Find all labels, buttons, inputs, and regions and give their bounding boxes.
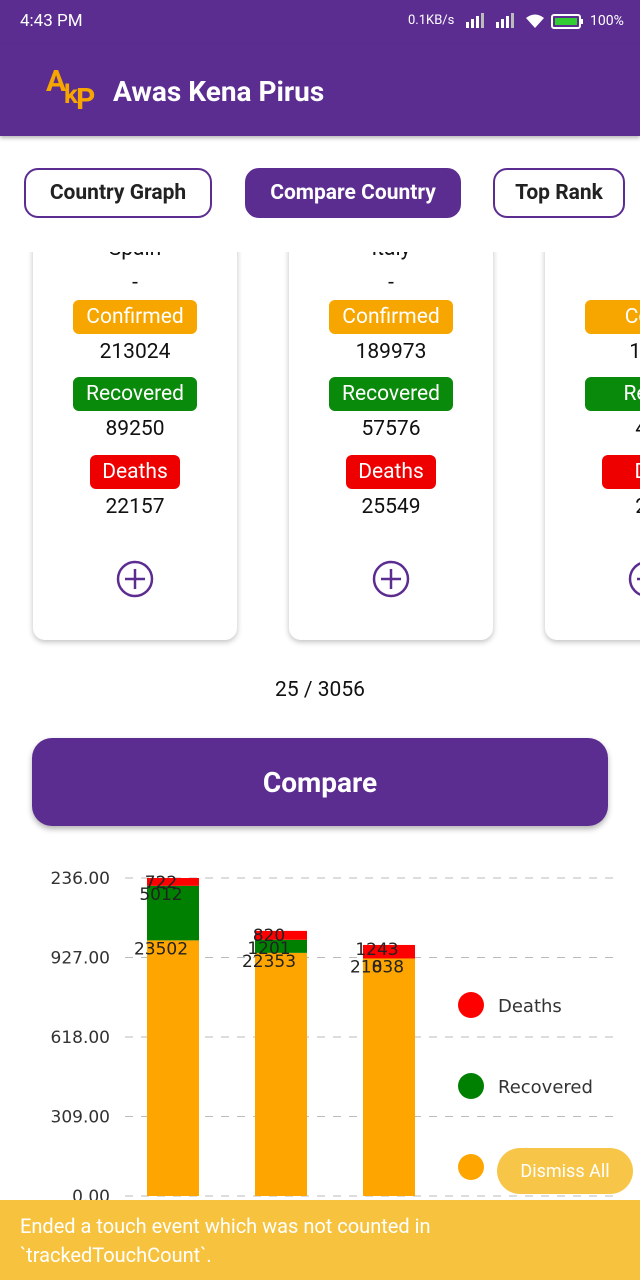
status-pill: Conf: [585, 300, 640, 334]
pager: 25 / 3056: [275, 678, 365, 702]
data-label: 1201: [247, 939, 290, 959]
card-list: Spain - Confirmed 213024 Recovered 89250 Death…: [0, 252, 640, 652]
data-label: 0: [372, 957, 383, 977]
legend-dot: [458, 992, 484, 1018]
chart: 0.00309.00618.00927.00236.00235025012722…: [51, 869, 620, 1207]
bar-segment: [363, 958, 415, 1196]
count: 25549: [361, 495, 421, 519]
count: 42: [545, 417, 640, 441]
y-tick-label: 927.00: [51, 949, 110, 969]
toast: Ended a touch event which was not counte…: [0, 1200, 640, 1280]
bar-segment: [255, 952, 307, 1196]
data-label: 21838: [350, 957, 404, 977]
time: 4:43 PM: [20, 11, 83, 31]
count: 21: [545, 495, 640, 519]
data-label: 820: [253, 926, 285, 946]
add-button[interactable]: [115, 559, 155, 599]
status-pill: De: [602, 455, 640, 489]
status-pill: Recovered: [329, 377, 453, 411]
status-pill: Recovered: [73, 377, 197, 411]
status-pill: Reco: [585, 377, 640, 411]
country-name: Italy: [289, 252, 493, 261]
y-tick-label: 618.00: [51, 1028, 110, 1048]
country-card: Spain - Confirmed 213024 Recovered 89250 Death…: [33, 252, 237, 640]
status-bar: 4:43 PM 0.1KB/s 100%: [0, 0, 640, 44]
bar-segment: [147, 940, 199, 1196]
dash: -: [132, 271, 138, 295]
dash: -: [388, 271, 394, 295]
count: 22157: [105, 495, 165, 519]
status-pill: Deaths: [346, 455, 436, 489]
status-icons: [466, 13, 583, 29]
country-card: Conf 158 Reco 42 De 21: [545, 252, 640, 640]
bar-segment: [363, 944, 415, 959]
status-pill: Deaths: [90, 455, 180, 489]
bar-segment: [255, 930, 307, 940]
legend-label: Recovered: [498, 1077, 593, 1098]
battery: 100%: [590, 13, 624, 29]
count: 158: [629, 340, 640, 364]
bar-segment: [147, 885, 199, 941]
data-label: 1243: [355, 940, 398, 960]
count: 89250: [105, 417, 165, 441]
tab-active[interactable]: Compare Country: [245, 168, 461, 218]
y-tick-label: 309.00: [51, 1108, 110, 1128]
legend-label: Deaths: [498, 996, 562, 1017]
status-pill: Confirmed: [329, 300, 453, 334]
tab[interactable]: Top Rank: [493, 168, 625, 218]
tab[interactable]: Country Graph: [24, 168, 212, 218]
data-label: 23502: [134, 939, 188, 959]
add-button[interactable]: [371, 559, 411, 599]
count: 57576: [361, 417, 421, 441]
app-bar: A k P Awas Kena Pirus: [0, 44, 640, 136]
compare-button[interactable]: Compare: [32, 738, 608, 826]
logo-letter: A: [46, 64, 67, 99]
y-tick-label: 236.00: [51, 869, 110, 889]
add-button[interactable]: [627, 559, 640, 599]
status-pill: Confirmed: [73, 300, 197, 334]
country-card: Italy - Confirmed 189973 Recovered 57576 Death…: [289, 252, 493, 640]
count: 189973: [355, 340, 427, 364]
legend-dot: [458, 1154, 484, 1180]
legend-dot: [458, 1073, 484, 1099]
data-label: 5012: [139, 885, 182, 905]
app-title: Awas Kena Pirus: [113, 75, 325, 108]
country-name: Spain: [33, 252, 237, 261]
net-speed: 0.1KB/s: [408, 13, 455, 28]
logo-letter: P: [76, 82, 96, 117]
logo-letter: k: [64, 80, 78, 110]
data-label: 22353: [242, 952, 296, 972]
dismiss-button[interactable]: Dismiss All: [497, 1148, 633, 1194]
bar-segment: [255, 939, 307, 953]
bar-segment: [147, 878, 199, 886]
count: 213024: [99, 340, 171, 364]
data-label: 722: [145, 873, 177, 893]
